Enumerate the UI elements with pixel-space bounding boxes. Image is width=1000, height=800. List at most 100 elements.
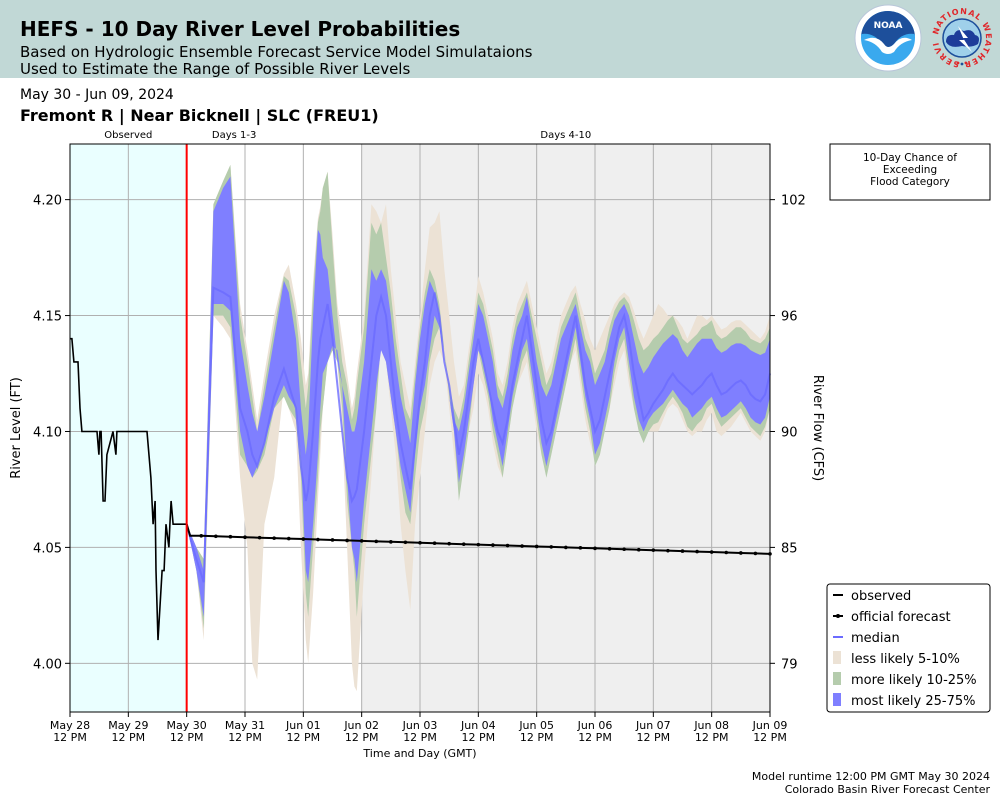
x-tick-label-time: 12 PM: [53, 731, 87, 744]
x-tick-label-time: 12 PM: [637, 731, 671, 744]
official-forecast-point: [403, 540, 408, 545]
x-tick-label-date: Jun 07: [635, 719, 671, 732]
legend-label-official-forecast: official forecast: [851, 610, 951, 625]
official-forecast-point: [505, 543, 510, 548]
median-line: [185, 286, 771, 583]
legend: observed official forecast median less like…: [826, 583, 991, 713]
probability-bands: [186, 164, 770, 692]
y-tick-label: 4.00: [33, 657, 62, 672]
official-forecast-point: [286, 536, 291, 541]
official-forecast-point: [666, 548, 670, 553]
official-forecast-point: [578, 546, 583, 550]
official-forecast-point: [418, 540, 422, 545]
y-tick-label: 4.15: [33, 310, 62, 325]
legend-label-more-likely-10-25-: more likely 10-25%: [851, 673, 977, 688]
period-region-labels: Observed Days 1-3 Days 4-10: [104, 130, 591, 141]
series-lines: [70, 144, 772, 712]
official-forecast-point: [753, 551, 758, 556]
x-tick-label-date: Jun 05: [518, 719, 554, 732]
official-forecast-point: [272, 536, 276, 540]
x-tick-label-time: 12 PM: [695, 731, 729, 744]
x-tick-label-time: 12 PM: [520, 731, 554, 744]
location-title: Fremont R | Near Bicknell | SLC (FREU1): [20, 106, 379, 125]
x-tick-label-time: 12 PM: [753, 731, 787, 744]
official-forecast-point: [476, 542, 481, 547]
flood-box-line-3: Flood Category: [870, 176, 950, 188]
official-forecast-point: [636, 547, 641, 552]
official-forecast-point: [389, 540, 393, 544]
x-tick-label-time: 12 PM: [462, 731, 496, 744]
official-forecast-point: [549, 545, 554, 549]
x-tick-label-date: Jun 08: [693, 719, 729, 732]
official-forecast-point: [432, 541, 437, 546]
x-tick-label-date: May 30: [167, 719, 207, 732]
official-forecast-point: [534, 544, 539, 549]
noaa-logo-text: NOAA: [874, 21, 903, 31]
forecast-center: Colorado Basin River Forecast Center: [784, 783, 990, 796]
official-forecast-point: [622, 547, 626, 552]
official-forecast-point: [447, 541, 451, 546]
y2-tick-label: 102: [781, 194, 806, 209]
y-tick-label: 4.20: [33, 194, 62, 209]
y2-tick-label: 85: [781, 541, 798, 556]
legend-swatch-more-likely-10-25-: [833, 672, 841, 685]
x-tick-label-time: 12 PM: [578, 731, 612, 744]
official-forecast-point: [316, 537, 320, 542]
official-forecast-point: [359, 539, 364, 543]
official-forecast-point: [593, 546, 597, 551]
nws-logo: NATIONAL WEATHER SERVICE: [928, 4, 992, 69]
official-forecast-point: [651, 548, 656, 552]
y2-tick-label: 90: [781, 425, 798, 440]
region-label: Days 4-10: [540, 130, 591, 141]
x-tick-label-time: 12 PM: [170, 731, 204, 744]
region-label: Observed: [104, 130, 152, 141]
noaa-logo: NOAA: [854, 4, 922, 72]
legend-label-most-likely-25-75-: most likely 25-75%: [851, 694, 975, 709]
official-forecast-point: [228, 534, 233, 539]
x-tick-label-date: May 31: [225, 719, 265, 732]
model-runtime: Model runtime 12:00 PM GMT May 30 2024: [751, 770, 990, 783]
y-tick-label: 4.10: [33, 425, 62, 440]
official-forecast-point: [724, 550, 729, 555]
legend-swatch-most-likely-25-75-: [833, 693, 841, 706]
x-tick-label-date: Jun 01: [285, 719, 321, 732]
subtitle-line-2: Used to Estimate the Range of Possible R…: [20, 60, 411, 78]
x-tick-label-date: Jun 04: [460, 719, 496, 732]
legend-label-observed: observed: [851, 589, 911, 604]
official-forecast-line: [185, 523, 771, 555]
official-forecast-point: [461, 542, 466, 546]
band-most-likely-25-75: [186, 176, 770, 617]
x-tick-label-date: May 28: [50, 719, 90, 732]
official-forecast-point: [607, 546, 612, 551]
y2-tick-label: 96: [781, 310, 798, 325]
flood-box-line-1: 10-Day Chance of: [863, 152, 957, 164]
x-tick-label-date: Jun 02: [343, 719, 379, 732]
y2-axis-label: River Flow (CFS): [810, 375, 825, 481]
x-tick-label-date: Jun 06: [577, 719, 613, 732]
official-forecast-point: [301, 537, 306, 541]
official-forecast-point: [214, 534, 218, 539]
legend-label-less-likely-5-10-: less likely 5-10%: [851, 652, 960, 667]
official-forecast-point: [243, 535, 247, 539]
x-tick-label-date: May 29: [108, 719, 148, 732]
legend-swatch-less-likely-5-10-: [833, 651, 841, 664]
official-forecast-point: [491, 543, 495, 547]
official-forecast-point: [564, 545, 568, 550]
official-forecast-point: [680, 549, 685, 553]
y-tick-label: 4.05: [33, 541, 62, 556]
header-banner: HEFS - 10 Day River Level Probabilities …: [0, 0, 1000, 78]
y-axis-label: River Level (FT): [9, 377, 24, 479]
page-title: HEFS - 10 Day River Level Probabilities: [20, 17, 461, 41]
x-tick-label-time: 12 PM: [228, 731, 262, 744]
official-forecast-point: [345, 538, 349, 543]
y2-tick-label: 79: [781, 657, 798, 672]
official-forecast-point: [520, 544, 524, 548]
official-forecast-point: [374, 539, 379, 544]
region-label: Days 1-3: [212, 130, 256, 141]
flood-box-line-2: Exceeding: [883, 164, 937, 176]
legend-marker-official-forecast: [836, 614, 840, 618]
official-forecast-point: [739, 551, 743, 555]
official-forecast-point: [257, 535, 262, 540]
